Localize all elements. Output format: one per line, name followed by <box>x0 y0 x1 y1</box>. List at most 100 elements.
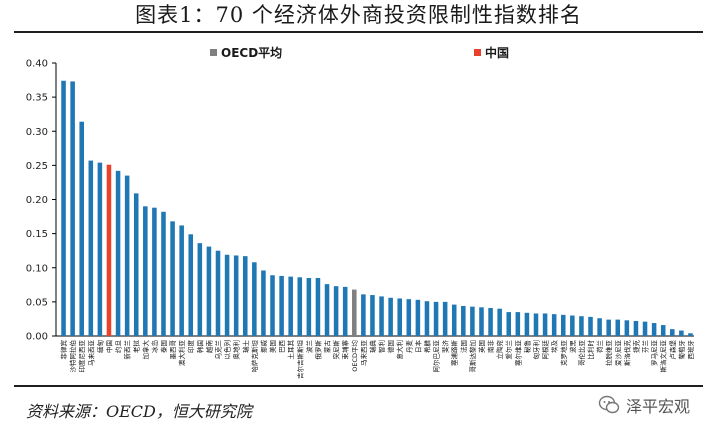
x-tick-label: 罗马尼亚 <box>651 340 659 367</box>
x-tick-label: 马来西亚 <box>87 340 95 367</box>
bar <box>379 296 384 336</box>
bar <box>97 162 103 336</box>
x-tick-label: 波黑 <box>568 340 577 354</box>
x-tick-label: 挪威 <box>259 340 268 354</box>
bar <box>233 255 239 336</box>
y-tick-label: 0.05 <box>26 297 48 308</box>
x-tick-label: 奥地利 <box>232 340 241 360</box>
x-tick-label: 克罗地亚 <box>559 340 568 367</box>
x-tick-label: 日本 <box>413 340 422 354</box>
x-tick-label: 以色列 <box>223 340 232 360</box>
y-tick-label: 0.30 <box>26 127 48 138</box>
bar <box>642 321 648 336</box>
bar <box>533 313 539 336</box>
x-tick-label: 哥伦比亚 <box>577 340 586 367</box>
x-tick-label: 希腊 <box>422 340 431 354</box>
bar <box>461 305 466 336</box>
bar <box>288 276 293 336</box>
legend-item-oecd: OECD平均 <box>210 44 282 61</box>
bar <box>152 207 157 336</box>
bar <box>252 262 257 336</box>
bar <box>415 299 421 336</box>
x-tick-label: 德国 <box>386 340 395 353</box>
bar <box>388 297 393 336</box>
y-tick-label: 0.10 <box>26 263 48 274</box>
bar <box>515 312 521 336</box>
bar <box>451 304 457 336</box>
x-tick-label: 菲律宾 <box>59 340 68 360</box>
x-tick-label: 蒙古 <box>323 340 332 354</box>
bar <box>433 301 439 336</box>
bar <box>560 314 566 336</box>
x-tick-label: 斯洛文尼亚 <box>659 340 668 373</box>
x-tick-label: 乌克兰 <box>214 340 223 360</box>
bar <box>297 277 303 336</box>
x-tick-label: 约旦 <box>114 340 123 354</box>
x-tick-label: 捷克 <box>631 340 640 354</box>
x-tick-label: 马来西亚 <box>360 340 368 367</box>
x-tick-label: 缅甸 <box>95 340 104 353</box>
x-tick-label: 塞浦路斯 <box>450 340 459 367</box>
x-tick-label: 哥斯达黎加 <box>468 340 477 373</box>
x-tick-label: 卢森堡 <box>668 340 677 360</box>
x-tick-label: 爱尔兰 <box>504 340 513 360</box>
x-tick-label: 拉脱维亚 <box>604 340 613 367</box>
bar <box>488 308 493 336</box>
x-tick-label: 丹麦 <box>404 340 413 354</box>
bar <box>397 298 402 336</box>
x-tick-label: 爱沙尼亚 <box>614 340 622 367</box>
bar <box>342 286 348 336</box>
x-tick-label: 中国 <box>104 340 113 353</box>
x-tick-label: 芬兰 <box>641 340 650 354</box>
x-tick-label: 塞尔维亚 <box>513 340 522 367</box>
x-tick-label: 比利时 <box>586 340 595 360</box>
bar <box>624 320 630 336</box>
y-tick-label: 0.20 <box>26 195 48 206</box>
y-tick-label: 0.40 <box>26 59 48 70</box>
bar <box>61 80 66 337</box>
y-tick-label: 0.35 <box>26 93 48 104</box>
x-tick-label: 土耳其 <box>286 340 295 360</box>
x-tick-label: 荷兰 <box>595 340 604 354</box>
bar <box>551 314 557 336</box>
bar <box>442 301 448 336</box>
bar <box>133 193 139 336</box>
legend-item-china: 中国 <box>474 44 509 61</box>
x-tick-label: 匈牙利 <box>532 340 541 360</box>
brand-label: 泽平宏观 <box>626 397 691 416</box>
x-tick-label: 印度 <box>186 340 195 354</box>
wechat-logo-icon <box>598 395 620 414</box>
legend-swatch-oecd <box>210 49 217 56</box>
x-tick-label: 波兰 <box>304 340 313 354</box>
bar <box>79 121 84 336</box>
x-tick-label: 瑞士 <box>241 340 250 354</box>
x-tick-label: 秘鲁 <box>522 340 531 353</box>
brand-watermark: 泽平宏观 <box>598 393 690 417</box>
top-rule <box>14 31 703 33</box>
x-tick-label: 沙特阿拉伯 <box>68 340 77 373</box>
x-tick-label: 印度尼西亚 <box>77 340 86 373</box>
bottom-rule <box>14 385 703 387</box>
y-tick-label: 0.25 <box>26 161 48 172</box>
bar <box>688 333 693 336</box>
x-tick-label: 柬埔寨 <box>341 340 350 360</box>
bar <box>206 246 212 336</box>
x-tick-label: OECD平均 <box>350 340 359 372</box>
legend-swatch-china <box>474 49 481 56</box>
bar <box>261 270 266 336</box>
bar <box>406 299 412 336</box>
x-axis-labels: 菲律宾 沙特阿拉伯 印度尼西亚 马来西亚 缅甸 中国 约旦 新西兰 老挝 加拿大 冰岛 泰国 墨西哥 澳大… <box>59 340 695 380</box>
bar <box>660 325 666 336</box>
bar <box>124 175 130 336</box>
bar <box>115 170 121 336</box>
x-tick-label: 英国 <box>477 340 486 353</box>
bar <box>324 284 330 336</box>
x-tick-label: 斐济 <box>441 340 450 354</box>
x-tick-label: 突尼斯 <box>332 340 341 360</box>
bar <box>606 319 611 336</box>
x-tick-label: 越南 <box>204 340 213 354</box>
legend-label-oecd: OECD平均 <box>221 46 283 60</box>
bar <box>370 295 375 336</box>
x-tick-label: 墨西哥 <box>169 340 177 360</box>
bar <box>242 256 248 336</box>
